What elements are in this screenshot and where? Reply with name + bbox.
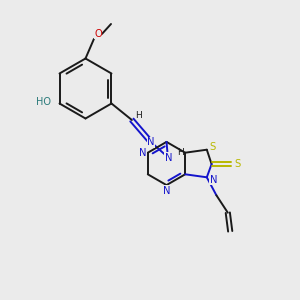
Text: N: N: [139, 148, 146, 158]
Text: O: O: [94, 29, 102, 39]
Text: N: N: [147, 137, 155, 147]
Text: N: N: [210, 175, 217, 185]
Text: H: H: [177, 148, 184, 157]
Text: N: N: [165, 153, 172, 163]
Text: HO: HO: [36, 97, 51, 107]
Text: S: S: [235, 159, 241, 169]
Text: S: S: [210, 142, 216, 152]
Text: N: N: [163, 185, 170, 196]
Text: H: H: [135, 111, 142, 120]
